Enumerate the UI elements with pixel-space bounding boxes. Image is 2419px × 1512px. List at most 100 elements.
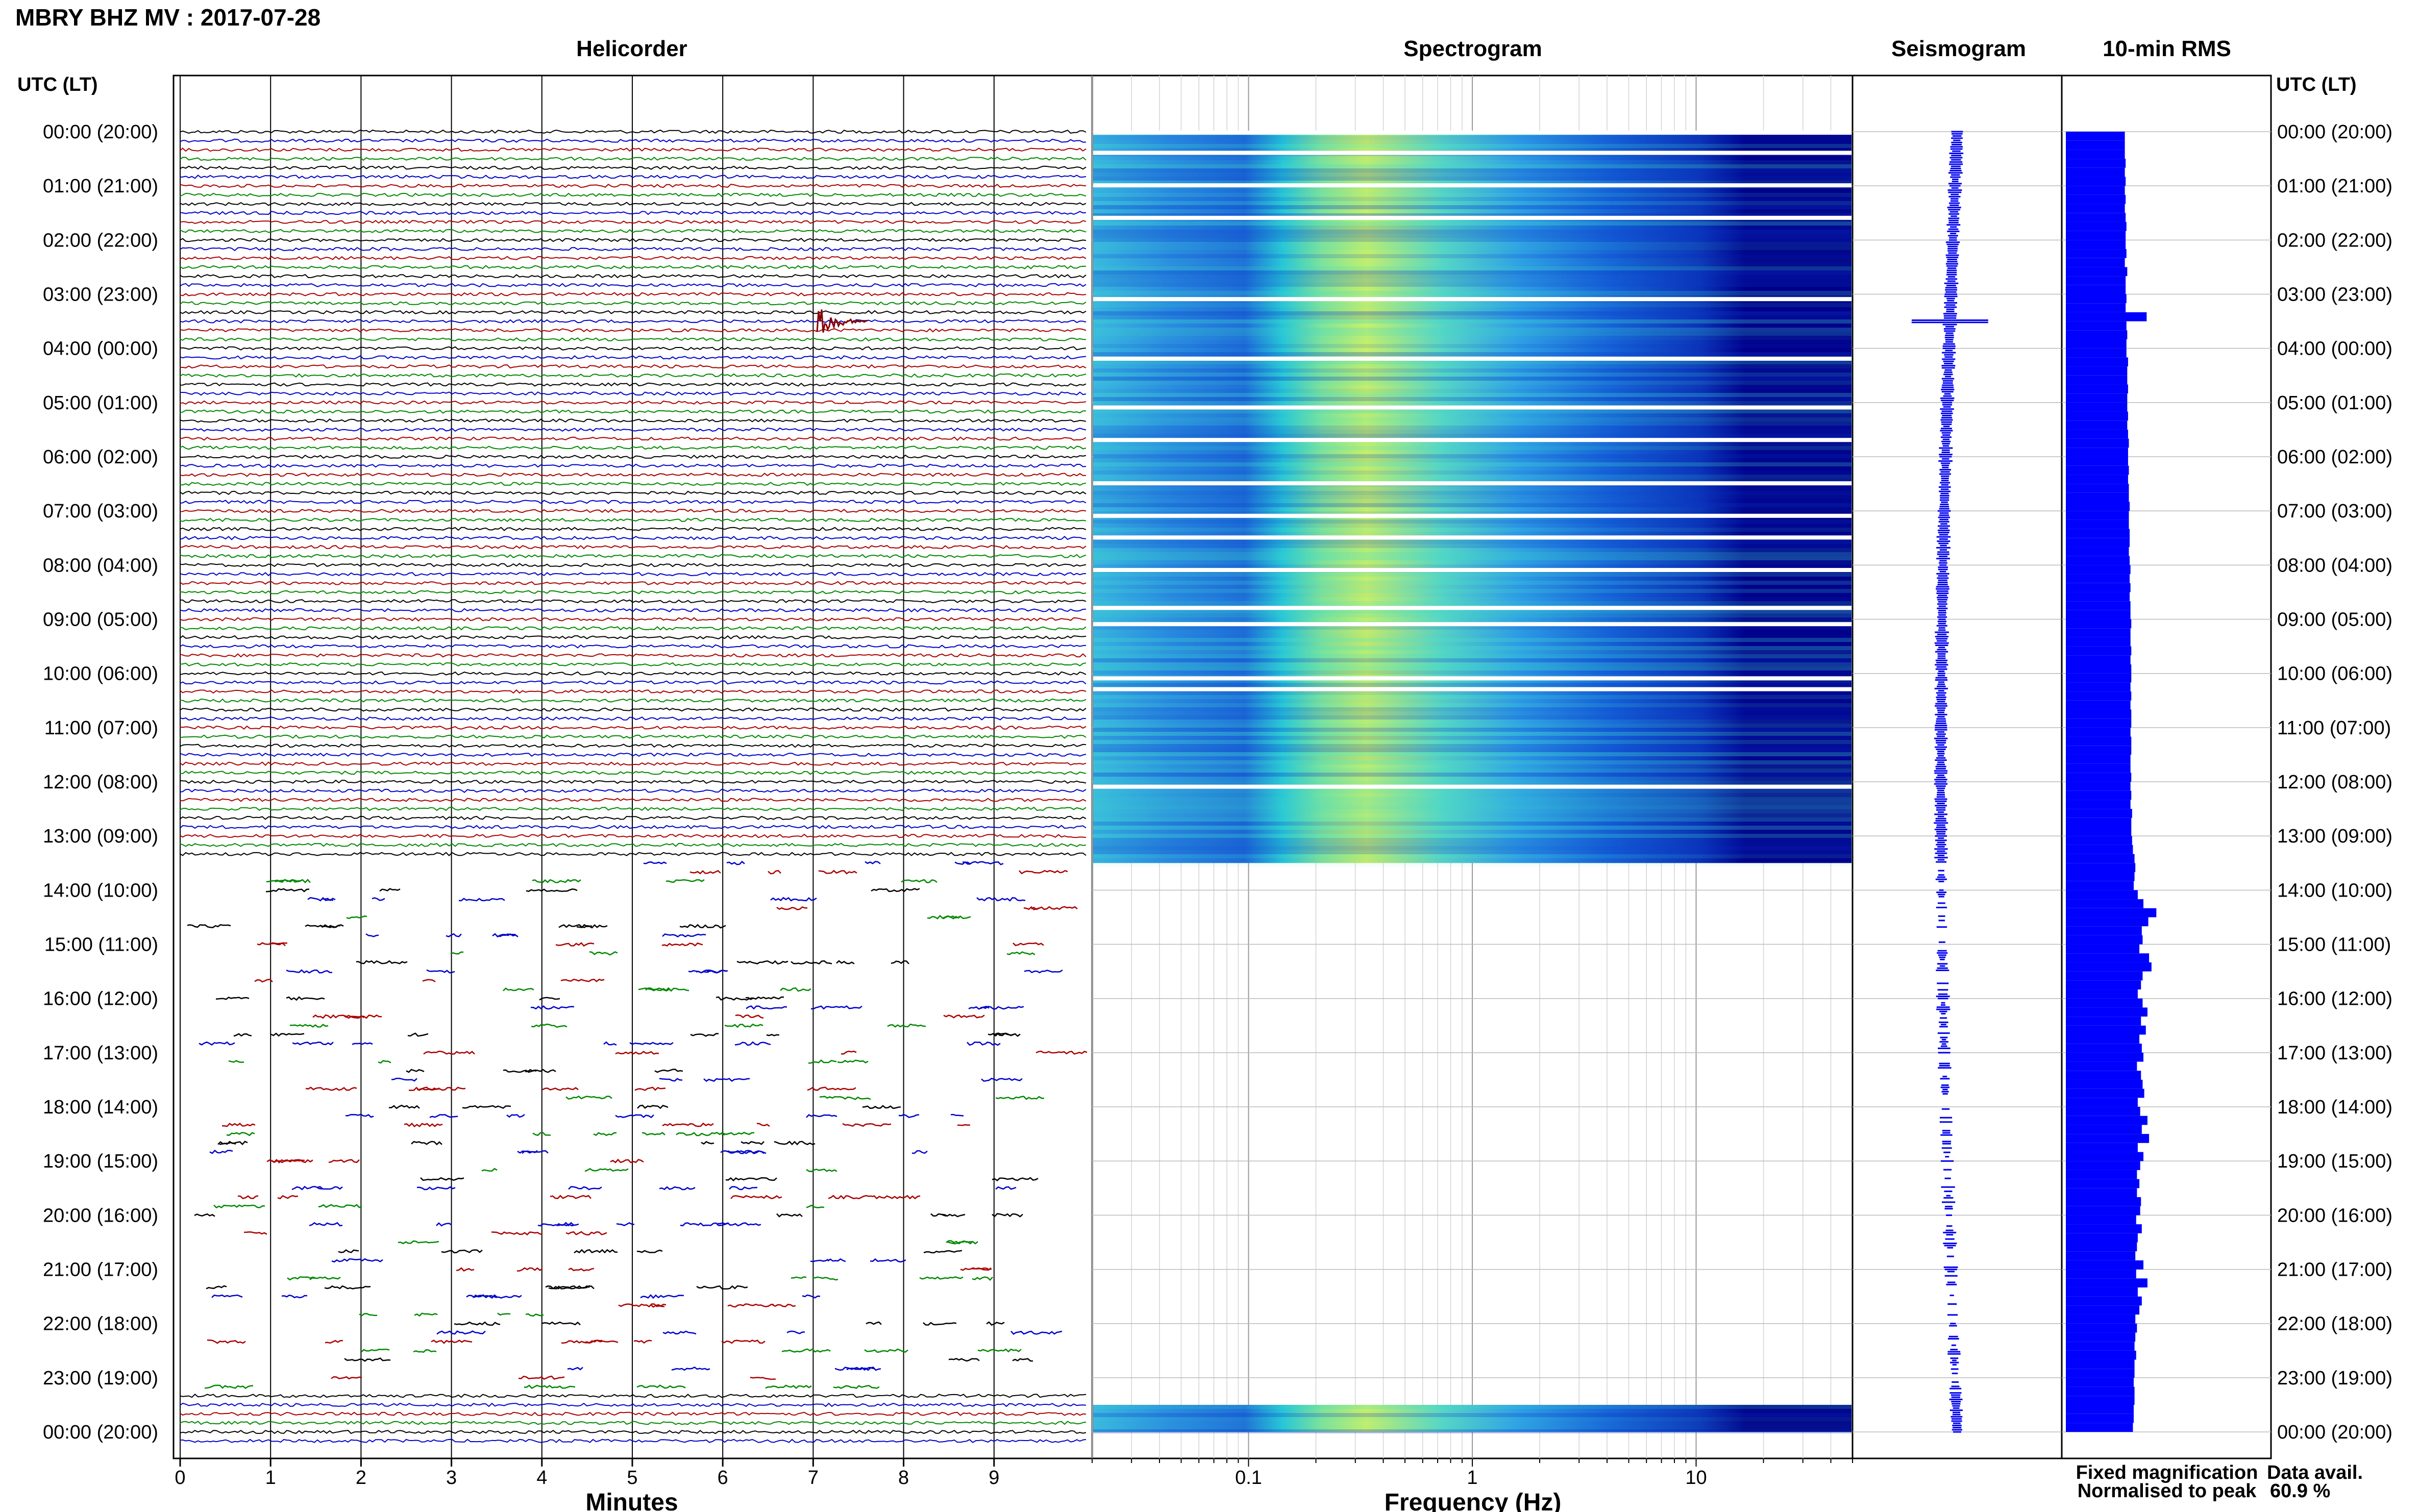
helicorder-segment	[344, 1357, 391, 1362]
rms-bar	[2066, 736, 2132, 746]
helicorder-segment	[968, 1006, 990, 1010]
spectrogram-row-texture	[1093, 805, 1852, 809]
helicorder-segment	[995, 1096, 1045, 1100]
helicorder-segment	[808, 1059, 837, 1064]
spectrogram-row-texture	[1093, 573, 1852, 577]
helicorder-trace	[179, 771, 1087, 775]
time-label-left: 01:00 (21:00)	[43, 176, 158, 197]
spectrogram-row-texture	[1093, 340, 1852, 344]
helicorder-segment	[322, 898, 336, 901]
spectrogram-row-texture	[1093, 556, 1852, 560]
helicorder-segment	[765, 1384, 812, 1389]
helicorder-segment	[960, 1267, 992, 1271]
rms-bar	[2066, 773, 2132, 782]
spectrogram-gap	[1093, 535, 1852, 540]
spectrogram-row-texture	[1093, 381, 1852, 385]
helicorder-segment	[1035, 1050, 1088, 1055]
helicorder-segment	[589, 951, 618, 956]
spectrogram-row-texture	[1093, 707, 1852, 711]
rms-bar	[2066, 763, 2131, 773]
time-label-left: 06:00 (02:00)	[43, 447, 158, 468]
helicorder-trace	[179, 319, 1087, 324]
rms-bar	[2066, 827, 2132, 836]
helicorder-segment	[954, 861, 971, 865]
helicorder-segment	[837, 1059, 869, 1063]
rms-bar	[2066, 1423, 2133, 1432]
spectrogram-gap	[1093, 481, 1852, 486]
rms-bar	[2066, 366, 2128, 376]
spectrogram-row-texture	[1093, 401, 1852, 405]
rms-bar	[2066, 863, 2136, 872]
rms-bar	[2066, 1260, 2143, 1270]
helicorder-segment	[404, 1122, 443, 1128]
helicorder-segment	[834, 1367, 881, 1371]
time-label-right: 22:00 (18:00)	[2277, 1313, 2392, 1335]
helicorder-segment	[806, 1168, 837, 1173]
spectrogram-row-texture	[1093, 470, 1852, 475]
spectrogram-row-texture	[1093, 238, 1852, 242]
helicorder-segment	[864, 1348, 908, 1353]
helicorder-trace	[179, 554, 1087, 558]
spectrogram-row-texture	[1093, 642, 1852, 646]
time-header-right: UTC (LT)	[2276, 74, 2357, 95]
helicorder-trace	[179, 1439, 1087, 1443]
spectrogram-row-texture	[1093, 462, 1852, 466]
helicorder-segment	[378, 1060, 391, 1064]
helicorder-trace	[179, 202, 1087, 206]
helicorder-segment	[650, 1303, 667, 1308]
helicorder-segment	[721, 1340, 766, 1344]
rms-bar	[2066, 348, 2127, 358]
spectrogram-row-texture	[1093, 834, 1852, 838]
helicorder-segment	[791, 960, 832, 965]
helicorder-trace	[179, 617, 1087, 622]
helicorder-trace	[179, 608, 1087, 613]
time-label-right: 00:00 (20:00)	[2277, 121, 2392, 143]
spectrogram-row-texture	[1093, 393, 1852, 397]
spectrogram-row-texture	[1093, 291, 1852, 295]
helicorder-segment	[802, 1294, 821, 1299]
spectrogram-row-texture	[1093, 769, 1852, 773]
time-label-right: 15:00 (11:00)	[2277, 934, 2391, 956]
rms-bar	[2066, 944, 2140, 954]
helicorder-trace	[179, 238, 1087, 242]
spectrogram-row-texture	[1093, 732, 1852, 736]
rms-bar	[2066, 1107, 2140, 1116]
helicorder-x-tick-label: 5	[627, 1467, 637, 1489]
rms-bar	[2066, 1369, 2135, 1378]
rms-bar	[2066, 429, 2128, 439]
time-label-right: 00:00 (20:00)	[2277, 1422, 2392, 1443]
helicorder-trace	[179, 581, 1087, 585]
helicorder-segment	[398, 1240, 439, 1245]
spectrogram-gap	[1093, 567, 1852, 572]
time-label-left: 13:00 (09:00)	[43, 826, 158, 847]
rms-bars	[2066, 132, 2157, 1432]
spectrogram-x-tick-label: 0.1	[1235, 1467, 1262, 1489]
helicorder-segment	[919, 1276, 964, 1280]
helicorder-trace	[179, 852, 1087, 856]
rms-bar	[2066, 1359, 2135, 1369]
rms-bar	[2066, 989, 2138, 999]
helicorder-segment	[497, 933, 516, 937]
helicorder-segment	[772, 1303, 796, 1307]
helicorder-segment	[305, 1086, 357, 1091]
spectrogram-row-texture	[1093, 385, 1852, 389]
helicorder-segment	[517, 1267, 543, 1272]
helicorder-segment	[503, 1069, 537, 1073]
rms-bar	[2066, 132, 2125, 141]
rms-bar	[2066, 1052, 2143, 1062]
spectrogram-row-texture	[1093, 695, 1852, 699]
helicorder-segment	[309, 1222, 343, 1227]
helicorder-trace	[179, 364, 1087, 369]
rms-bar	[2066, 492, 2129, 502]
time-label-left: 21:00 (17:00)	[43, 1259, 158, 1281]
helicorder-segment	[781, 1348, 831, 1353]
time-label-left: 19:00 (15:00)	[43, 1151, 158, 1172]
spectrogram-row-texture	[1093, 826, 1852, 830]
spectrogram-row-texture	[1093, 1404, 1852, 1409]
helicorder-trace	[179, 1402, 1087, 1407]
helicorder-segment	[561, 1339, 603, 1344]
helicorder-segment	[497, 1312, 511, 1316]
helicorder-segment	[281, 1294, 308, 1299]
time-label-left: 04:00 (00:00)	[43, 338, 158, 360]
rms-bar	[2066, 1350, 2136, 1360]
